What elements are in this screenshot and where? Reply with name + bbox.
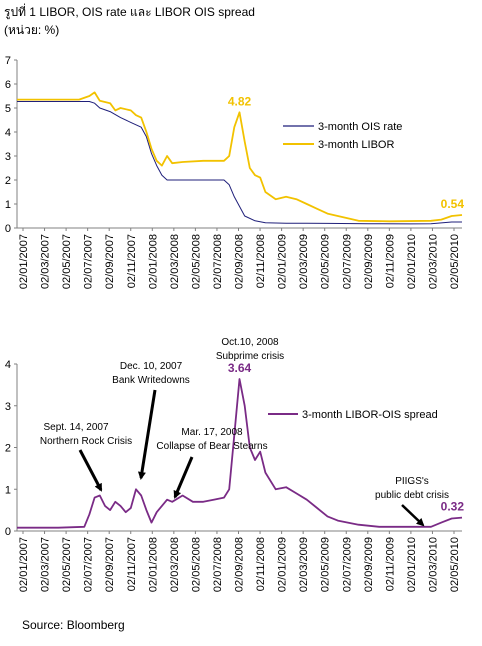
chart-1-x-tick-label: 02/01/2008: [147, 234, 159, 289]
chart-1-x-tick-label: 02/09/2008: [234, 234, 246, 289]
chart-2-legend: 3-month LIBOR-OIS spread: [268, 409, 438, 421]
chart-2-x-tick-label: 02/03/2010: [427, 537, 439, 592]
callout-bear-stearns: Mar. 17, 2008 Collapse of Bear Stearns: [156, 427, 268, 499]
callout-bear-stearns-text: Collapse of Bear Stearns: [156, 441, 267, 452]
chart-1-x-tick-label: 02/03/2008: [169, 234, 181, 289]
chart-1-series-ois-line: [17, 101, 462, 225]
chart-2-x-tick-label: 02/07/2007: [83, 537, 95, 592]
chart-2-x-tick-label: 02/07/2009: [341, 537, 353, 592]
chart-1-x-tick-label: 02/05/2009: [320, 234, 332, 289]
chart-2-series-spread-line: [17, 378, 463, 529]
callout-bank-writedowns-arrow: [137, 389, 157, 480]
chart-1-x-tick-label: 02/07/2008: [212, 234, 224, 289]
chart-2-x-tick-label: 02/11/2009: [384, 537, 396, 591]
chart-2-x-tick-label: 02/01/2009: [277, 537, 289, 592]
callout-bank-writedowns: Dec. 10, 2007 Bank Writedowns: [112, 361, 190, 480]
callout-piigs-line1: PIIGS's: [395, 476, 429, 487]
chart-2-x-tick-label: 02/09/2009: [363, 537, 375, 592]
chart-2-x-tick-label: 02/01/2010: [406, 537, 418, 592]
chart-1-y-tick-label: 2: [5, 175, 11, 187]
chart-1-series-libor-line: [17, 91, 463, 223]
chart-2-x-tick-label: 02/05/2010: [449, 537, 461, 592]
chart-1-value-label: 4.82: [228, 94, 252, 108]
chart-1-x-tick-label: 02/05/2008: [190, 234, 202, 289]
chart-1-x-tick-label: 02/01/2010: [406, 234, 418, 289]
chart-1-libor-ois: 0 1 2 3 4 5 6 7 02/01/2007 02/03/2007 02/05/2007 0…: [5, 55, 464, 289]
chart-2-x-tick-label: 02/05/2008: [190, 537, 202, 592]
callout-bank-writedowns-text: Bank Writedowns: [112, 375, 190, 386]
unit-label: (หน่วย: %): [4, 23, 60, 37]
chart-2-x-tick-label: 02/05/2007: [61, 537, 73, 592]
chart-2-x-tick-label: 02/01/2008: [147, 537, 159, 592]
chart-1-x-tick-label: 02/07/2009: [341, 234, 353, 289]
chart-2-x-tick-label: 02/05/2009: [320, 537, 332, 592]
chart-1-x-tick-label: 02/11/2007: [126, 234, 138, 288]
chart-1-x-tick-label: 02/03/2010: [427, 234, 439, 289]
callout-bear-stearns-arrow: [173, 456, 194, 499]
chart-1-x-tick-label: 02/03/2009: [298, 234, 310, 289]
chart-1-y-tick-label: 5: [5, 103, 11, 115]
legend-libor-label: 3-month LIBOR: [318, 139, 394, 151]
chart-2-y-tick-label: 0: [5, 526, 11, 538]
chart-1-x-tick-label: 02/07/2007: [83, 234, 95, 289]
chart-2-x-tick-label: 02/11/2008: [255, 537, 267, 591]
chart-1-y-tick-label: 7: [5, 55, 11, 67]
chart-1-x-tick-label: 02/05/2010: [449, 234, 461, 289]
source-note: Source: Bloomberg: [22, 618, 125, 632]
callout-northern-rock-text: Northern Rock Crisis: [40, 436, 132, 447]
chart-1-y-tick-label: 0: [5, 223, 11, 235]
chart-2-x-tick-label: 02/03/2007: [40, 537, 52, 592]
legend-ois-label: 3-month OIS rate: [318, 121, 402, 133]
chart-1-x-tick-label: 02/01/2007: [18, 234, 30, 289]
chart-1-x-tick-label: 02/09/2009: [363, 234, 375, 289]
chart-2-value-label: 3.64: [228, 361, 252, 375]
chart-2-x-tick-label: 02/01/2007: [18, 537, 30, 592]
chart-2-x-tick-label: 02/09/2008: [234, 537, 246, 592]
chart-2-x-tick-label: 02/11/2007: [126, 537, 138, 591]
callout-subprime: Oct.10, 2008 Subprime crisis: [216, 337, 284, 362]
callout-subprime-text: Subprime crisis: [216, 351, 284, 362]
callout-bank-writedowns-date: Dec. 10, 2007: [120, 361, 183, 372]
chart-1-x-tick-label: 02/11/2008: [255, 234, 267, 288]
chart-1-y-tick-label: 1: [5, 199, 11, 211]
callout-subprime-date: Oct.10, 2008: [221, 337, 279, 348]
chart-2-x-tick-label: 02/07/2008: [212, 537, 224, 592]
chart-2-x-tick-label: 02/09/2007: [104, 537, 116, 592]
chart-2-y-tick-label: 4: [5, 359, 11, 371]
callout-bear-stearns-date: Mar. 17, 2008: [181, 427, 243, 438]
chart-1-x-tick-label: 02/03/2007: [40, 234, 52, 289]
chart-1-value-label: 0.54: [441, 197, 465, 211]
chart-1-y-tick-label: 4: [5, 127, 11, 139]
chart-1-x-tick-label: 02/01/2009: [277, 234, 289, 289]
callout-piigs-arrow: [401, 504, 425, 527]
chart-1-x-tick-label: 02/11/2009: [384, 234, 396, 288]
chart-2-libor-ois-spread: 0 1 2 3 4 02/01/2007 02/03/2007 02/05/2007 02/0…: [5, 337, 464, 592]
chart-1-y-tick-label: 3: [5, 151, 11, 163]
chart-1-x-tick-label: 02/05/2007: [61, 234, 73, 289]
callout-northern-rock: Sept. 14, 2007 Northern Rock Crisis: [40, 422, 132, 492]
callout-piigs-line2: public debt crisis: [375, 490, 449, 501]
legend-spread-label: 3-month LIBOR-OIS spread: [302, 409, 438, 421]
chart-1-x-tick-label: 02/09/2007: [104, 234, 116, 289]
chart-2-y-tick-label: 3: [5, 401, 11, 413]
chart-2-x-tick-label: 02/03/2009: [298, 537, 310, 592]
chart-2-value-label: 0.32: [441, 500, 465, 514]
figure-title: รูปที่ 1 LIBOR, OIS rate และ LIBOR OIS s…: [4, 5, 255, 19]
chart-2-y-tick-label: 2: [5, 443, 11, 455]
chart-2-y-tick-label: 1: [5, 484, 11, 496]
callout-northern-rock-date: Sept. 14, 2007: [43, 422, 108, 433]
chart-1-y-tick-label: 6: [5, 79, 11, 91]
callout-northern-rock-arrow: [78, 449, 103, 492]
chart-1-legend: 3-month OIS rate 3-month LIBOR: [283, 121, 402, 151]
callout-piigs: PIIGS's public debt crisis: [375, 476, 449, 527]
chart-2-x-tick-label: 02/03/2008: [169, 537, 181, 592]
